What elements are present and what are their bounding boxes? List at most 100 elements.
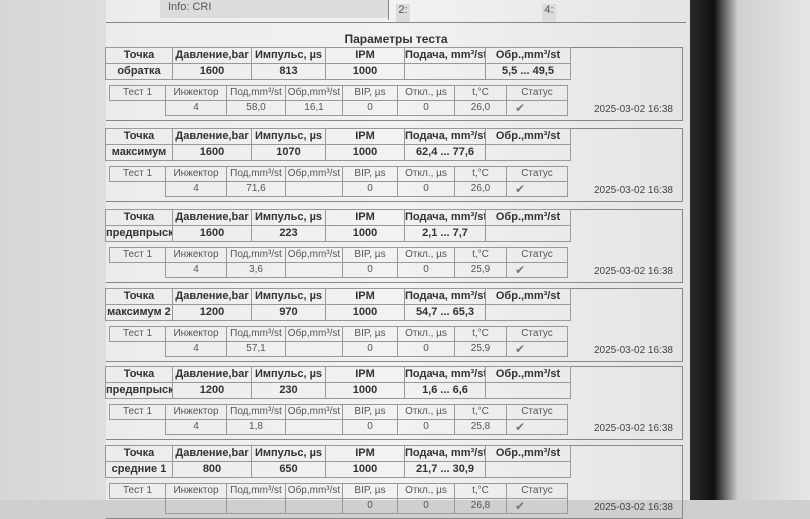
test-temp: 25,9 xyxy=(454,262,507,278)
test-header-cell: Инжектор xyxy=(165,483,227,499)
point-point: обратка xyxy=(105,63,173,80)
point-header-row: Точка Давление,bar Импульс, µs IPM Подача, m… xyxy=(105,288,571,305)
spacer xyxy=(110,342,166,357)
point-return xyxy=(485,144,571,161)
test-value-row: 4 57,1 0 0 25,9 ✔ xyxy=(110,341,568,357)
test-injector xyxy=(165,498,227,514)
test-header-cell: Под,mm³/st xyxy=(226,166,286,182)
test-return xyxy=(285,262,343,278)
test-dev: 0 xyxy=(397,419,455,435)
test-dev: 0 xyxy=(397,262,455,278)
point-header-cell: Точка xyxy=(105,288,173,305)
test-point-block: Точка Давление,bar Импульс, µs IPM Подача, m… xyxy=(105,128,683,202)
test-header-cell: t,°C xyxy=(454,326,507,342)
test-value-row: 0 0 26,8 ✔ xyxy=(110,498,568,514)
point-return xyxy=(485,461,571,478)
test-temp: 26,0 xyxy=(454,100,507,116)
background-left xyxy=(0,0,106,500)
test-point-block: Точка Давление,bar Импульс, µs IPM Подача, m… xyxy=(105,366,683,440)
point-header-cell: Подача, mm³/st xyxy=(404,366,486,383)
point-ipm: 1000 xyxy=(325,304,405,321)
point-header-cell: Обр.,mm³/st xyxy=(485,445,571,462)
point-return xyxy=(485,382,571,399)
point-ipm: 1000 xyxy=(325,144,405,161)
spacer xyxy=(110,499,166,514)
point-header-row: Точка Давление,bar Импульс, µs IPM Подача, m… xyxy=(105,47,571,64)
test-header-cell: BIP, µs xyxy=(342,483,398,499)
test-header-cell: Инжектор xyxy=(165,404,227,420)
spacer xyxy=(110,182,166,197)
test-return xyxy=(285,498,343,514)
test-header-cell: t,°C xyxy=(454,247,507,263)
status-check-icon: ✔ xyxy=(506,181,568,197)
test-dev: 0 xyxy=(397,100,455,116)
point-header-cell: IPM xyxy=(325,366,405,383)
point-header-cell: IPM xyxy=(325,209,405,226)
divider xyxy=(106,22,686,23)
point-header-cell: Подача, mm³/st xyxy=(404,445,486,462)
point-header-row: Точка Давление,bar Импульс, µs IPM Подача, m… xyxy=(105,209,571,226)
point-feed: 1,6 ... 6,6 xyxy=(404,382,486,399)
divider xyxy=(388,0,389,20)
test-label: Тест 1 xyxy=(109,166,166,182)
point-header-cell: Давление,bar xyxy=(172,445,252,462)
point-header-cell: Точка xyxy=(105,209,173,226)
point-pulse: 813 xyxy=(251,63,326,80)
test-header-row: Тест 1 Инжектор Под,mm³/st Обр,mm³/st BIP, µ… xyxy=(109,85,568,101)
point-point: максимум xyxy=(105,144,173,161)
point-header-cell: IPM xyxy=(325,445,405,462)
test-header-cell: Под,mm³/st xyxy=(226,247,286,263)
point-value-row: предвпрыск 1600 223 1000 2,1 ... 7,7 xyxy=(105,225,571,242)
test-point-block: Точка Давление,bar Импульс, µs IPM Подача, m… xyxy=(105,47,683,121)
test-temp: 26,0 xyxy=(454,181,507,197)
point-pressure: 1600 xyxy=(172,144,252,161)
timestamp: 2025-03-02 16:38 xyxy=(594,104,673,115)
status-check-icon: ✔ xyxy=(506,262,568,278)
point-pressure: 1200 xyxy=(172,382,252,399)
test-value-row: 4 3,6 0 0 25,9 ✔ xyxy=(110,262,568,278)
timestamp: 2025-03-02 16:38 xyxy=(594,423,673,434)
point-header-row: Точка Давление,bar Импульс, µs IPM Подача, m… xyxy=(105,128,571,145)
test-feed: 1,8 xyxy=(226,419,286,435)
status-check-icon: ✔ xyxy=(506,419,568,435)
test-header-row: Тест 1 Инжектор Под,mm³/st Обр,mm³/st BIP, µ… xyxy=(109,247,568,263)
point-header-cell: Давление,bar xyxy=(172,288,252,305)
test-value-row: 4 58,0 16,1 0 0 26,0 ✔ xyxy=(110,100,568,116)
test-injector: 4 xyxy=(165,262,227,278)
test-header-cell: Под,mm³/st xyxy=(226,85,286,101)
test-injector: 4 xyxy=(165,341,227,357)
test-value-row: 4 71,6 0 0 26,0 ✔ xyxy=(110,181,568,197)
point-ipm: 1000 xyxy=(325,382,405,399)
test-label: Тест 1 xyxy=(109,85,166,101)
test-return xyxy=(285,341,343,357)
test-return xyxy=(285,419,343,435)
point-value-row: максимум 1600 1070 1000 62,4 ... 77,6 xyxy=(105,144,571,161)
point-header-cell: Подача, mm³/st xyxy=(404,128,486,145)
point-header-cell: IPM xyxy=(325,47,405,64)
test-header-cell: t,°C xyxy=(454,166,507,182)
test-header-cell: Откл., µs xyxy=(397,166,455,182)
test-dev: 0 xyxy=(397,181,455,197)
background-right xyxy=(690,0,810,500)
point-header-row: Точка Давление,bar Импульс, µs IPM Подача, m… xyxy=(105,366,571,383)
point-header-cell: Давление,bar xyxy=(172,128,252,145)
point-value-row: максимум 2 1200 970 1000 54,7 ... 65,3 xyxy=(105,304,571,321)
test-temp: 25,8 xyxy=(454,419,507,435)
timestamp: 2025-03-02 16:38 xyxy=(594,266,673,277)
test-header-cell: Обр,mm³/st xyxy=(285,85,343,101)
test-injector: 4 xyxy=(165,100,227,116)
test-header-cell: Откл., µs xyxy=(397,247,455,263)
info-label: Info: xyxy=(168,1,190,13)
point-header-cell: Обр.,mm³/st xyxy=(485,47,571,64)
point-header-cell: Точка xyxy=(105,47,173,64)
point-header-cell: Точка xyxy=(105,445,173,462)
test-header-cell: t,°C xyxy=(454,483,507,499)
point-header-cell: Точка xyxy=(105,366,173,383)
point-feed: 62,4 ... 77,6 xyxy=(404,144,486,161)
spacer xyxy=(110,420,166,435)
test-return: 16,1 xyxy=(285,100,343,116)
test-dev: 0 xyxy=(397,498,455,514)
test-injector: 4 xyxy=(165,181,227,197)
test-header-cell: t,°C xyxy=(454,85,507,101)
point-ipm: 1000 xyxy=(325,63,405,80)
